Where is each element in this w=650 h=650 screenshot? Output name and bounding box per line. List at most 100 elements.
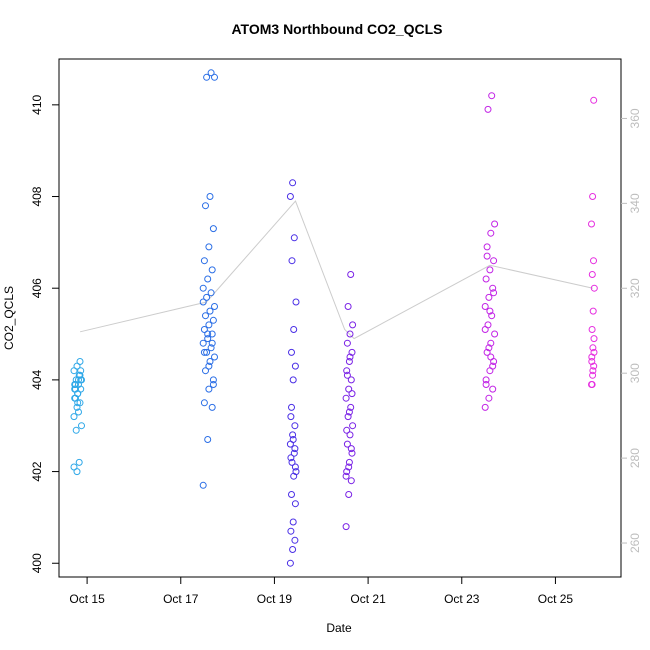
data-point bbox=[209, 225, 217, 233]
data-point bbox=[199, 339, 207, 347]
data-point bbox=[290, 449, 298, 457]
data-point bbox=[205, 362, 213, 370]
data-point bbox=[590, 348, 598, 356]
data-point bbox=[199, 284, 207, 292]
data-point bbox=[76, 371, 84, 379]
series-group bbox=[286, 179, 300, 567]
data-point bbox=[288, 458, 296, 466]
data-point bbox=[288, 491, 295, 498]
data-point bbox=[482, 381, 490, 388]
y-tick-label: 400 bbox=[30, 553, 44, 573]
data-point bbox=[347, 271, 355, 278]
data-point bbox=[349, 422, 357, 430]
data-point bbox=[344, 413, 352, 421]
data-point bbox=[71, 385, 79, 393]
data-point bbox=[345, 463, 353, 471]
data-point bbox=[292, 298, 300, 306]
data-point bbox=[205, 385, 213, 393]
data-point bbox=[211, 73, 218, 81]
data-point bbox=[342, 472, 350, 480]
y2-tick-label: 300 bbox=[628, 363, 642, 383]
data-point bbox=[289, 546, 297, 553]
y2-tick-label: 360 bbox=[628, 108, 642, 128]
data-point bbox=[202, 312, 209, 320]
axis-bottom: Oct 15 Oct 17 Oct 19 Oct 21 Oct 23 Oct 25 bbox=[69, 576, 573, 606]
data-point bbox=[291, 362, 299, 370]
data-point bbox=[291, 445, 299, 453]
series-group bbox=[588, 96, 598, 388]
data-point bbox=[490, 289, 498, 297]
data-point bbox=[348, 348, 356, 356]
data-point bbox=[211, 353, 218, 361]
data-point bbox=[289, 431, 297, 439]
data-point bbox=[347, 445, 355, 453]
data-point bbox=[204, 275, 212, 283]
data-point bbox=[347, 376, 355, 384]
data-point bbox=[486, 307, 494, 315]
data-point bbox=[200, 399, 208, 407]
data-point bbox=[487, 229, 495, 237]
data-point bbox=[73, 468, 81, 476]
data-point bbox=[287, 413, 295, 421]
data-point bbox=[491, 330, 499, 338]
data-point bbox=[588, 271, 596, 278]
data-point bbox=[74, 399, 82, 407]
data-point bbox=[202, 367, 209, 375]
x-tick-label: Oct 21 bbox=[350, 592, 386, 606]
data-point bbox=[286, 193, 294, 200]
data-point bbox=[343, 371, 351, 379]
data-point bbox=[588, 326, 596, 333]
data-point bbox=[345, 358, 353, 365]
data-point bbox=[343, 468, 351, 476]
data-point bbox=[481, 326, 489, 333]
data-point bbox=[200, 257, 208, 265]
x-tick-label: Oct 19 bbox=[257, 592, 293, 606]
series-group bbox=[342, 271, 357, 531]
data-point bbox=[204, 330, 212, 338]
data-point bbox=[286, 559, 294, 567]
data-point bbox=[589, 307, 597, 315]
data-point bbox=[205, 321, 213, 329]
data-point bbox=[75, 458, 83, 466]
data-point bbox=[199, 481, 207, 489]
data-point bbox=[287, 527, 295, 535]
data-point bbox=[347, 403, 355, 411]
data-point bbox=[346, 353, 354, 361]
trend-line bbox=[79, 200, 594, 340]
data-point bbox=[77, 376, 85, 384]
data-point bbox=[590, 362, 598, 370]
y2-tick-label: 280 bbox=[628, 448, 642, 468]
data-point bbox=[343, 367, 351, 375]
x-axis-label: Date bbox=[326, 621, 352, 635]
data-point bbox=[203, 73, 211, 81]
data-point bbox=[343, 339, 351, 347]
data-point bbox=[345, 408, 353, 416]
data-point bbox=[206, 307, 214, 315]
data-point bbox=[77, 367, 85, 375]
data-point bbox=[483, 243, 491, 251]
data-point bbox=[76, 358, 84, 365]
data-point bbox=[78, 422, 85, 430]
y-tick-label: 408 bbox=[30, 186, 44, 206]
data-point bbox=[209, 381, 217, 388]
data-point bbox=[488, 312, 496, 320]
series-group bbox=[70, 358, 85, 476]
data-point bbox=[486, 266, 494, 274]
data-point bbox=[481, 303, 489, 310]
data-point bbox=[206, 193, 214, 200]
data-point bbox=[289, 376, 297, 384]
data-point bbox=[485, 394, 493, 402]
x-tick-label: Oct 17 bbox=[163, 592, 199, 606]
x-tick-label: Oct 23 bbox=[444, 592, 480, 606]
axis-left: 400 402 404 406 408 410 bbox=[30, 95, 60, 573]
data-point bbox=[72, 426, 80, 434]
data-point bbox=[287, 454, 295, 462]
data-point bbox=[291, 463, 299, 471]
data-point bbox=[289, 518, 297, 526]
series-group bbox=[199, 69, 218, 489]
data-point bbox=[203, 348, 211, 356]
data-point bbox=[207, 69, 215, 77]
data-point bbox=[205, 243, 213, 251]
data-point bbox=[349, 321, 357, 329]
